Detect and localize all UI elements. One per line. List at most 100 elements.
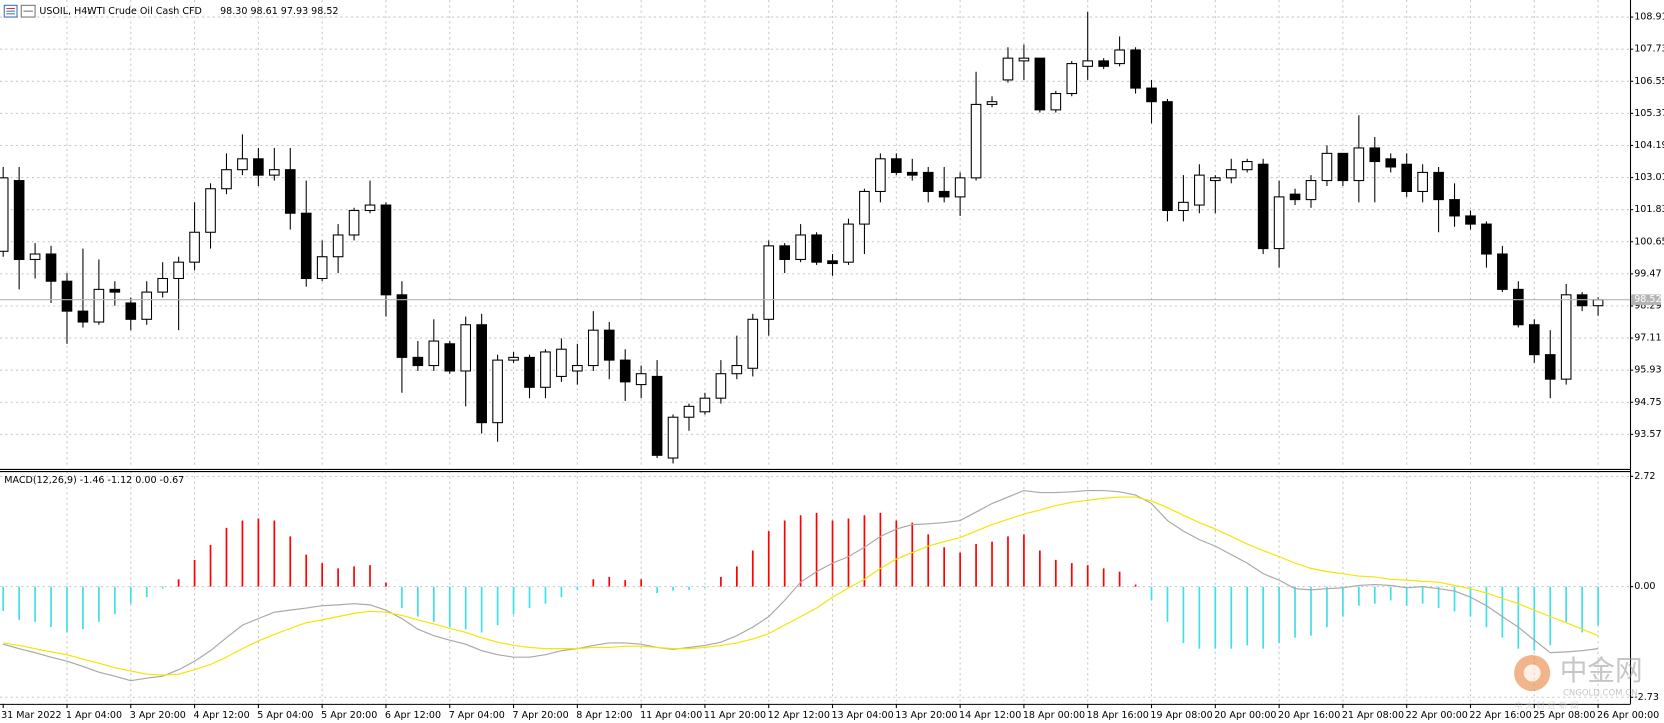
candle-body xyxy=(843,223,854,263)
candle-body xyxy=(1433,171,1444,201)
candle-body xyxy=(1385,158,1397,168)
candle-body xyxy=(348,209,360,236)
candle-body xyxy=(651,375,663,456)
y-tick-label: 103.01 xyxy=(1634,172,1664,183)
candle-body xyxy=(635,373,647,386)
candle-body xyxy=(715,373,727,399)
candle-body xyxy=(221,169,232,190)
candle-body xyxy=(0,177,9,252)
candle-body xyxy=(747,318,759,369)
candle-body xyxy=(1305,180,1317,201)
candle-body xyxy=(173,261,184,280)
x-tick-label: 3 Apr 20:00 xyxy=(130,710,186,721)
candle-body xyxy=(1369,147,1381,163)
x-tick-label: 7 Apr 20:00 xyxy=(512,710,568,721)
x-tick-label: 1 Apr 04:00 xyxy=(66,710,122,721)
indicator-line xyxy=(3,489,1599,682)
candle-body xyxy=(1225,169,1237,179)
candle-body xyxy=(540,351,551,388)
candle-body xyxy=(428,340,440,367)
candle-body xyxy=(93,288,105,323)
candle-body xyxy=(524,356,535,388)
candle-body xyxy=(970,103,982,179)
candle-body xyxy=(699,397,711,413)
y-tick-label: 101.83 xyxy=(1634,204,1664,215)
candle-body xyxy=(603,329,615,361)
candle-body xyxy=(1194,174,1205,206)
x-tick-label: 18 Apr 00:00 xyxy=(1023,710,1085,721)
watermark-sub: 中 大 财 经 新 闻 xyxy=(1514,700,1579,711)
x-tick-label: 19 Apr 08:00 xyxy=(1150,710,1212,721)
watermark-logo xyxy=(1523,664,1541,682)
candle-body xyxy=(1066,63,1078,95)
candle-body xyxy=(1592,299,1604,307)
candle-body xyxy=(763,245,775,320)
x-tick-label: 31 Mar 2022 xyxy=(1,710,62,721)
candle-body xyxy=(587,329,599,367)
candle-body xyxy=(1098,60,1109,67)
candle-body xyxy=(269,169,280,176)
candle-body xyxy=(157,277,168,293)
x-tick-label: 22 Apr 16:00 xyxy=(1469,710,1531,721)
candle-body xyxy=(29,253,41,260)
description: WTI Crude Oil Cash CFD xyxy=(87,6,202,17)
watermark-text: 中金网 xyxy=(1560,654,1643,687)
candle-body xyxy=(1146,87,1157,103)
candle-body xyxy=(460,324,472,372)
candle-body xyxy=(125,302,137,320)
candle-body xyxy=(1401,163,1413,192)
candle-body xyxy=(77,310,89,323)
candle-body xyxy=(954,177,966,198)
candle-body xyxy=(1465,215,1476,225)
candle-body xyxy=(827,260,838,265)
candle-body xyxy=(1417,171,1428,192)
ohlc: 98.30 98.61 97.93 98.52 xyxy=(220,6,338,17)
candle-body xyxy=(1544,354,1556,380)
indicator-label: MACD(12,26,9) -1.46 -1.12 0.00 -0.67 xyxy=(4,475,184,486)
candle-body xyxy=(300,212,312,280)
candle-body xyxy=(1114,49,1125,65)
x-tick-label: 26 Apr 00:00 xyxy=(1597,710,1659,721)
candle-body xyxy=(380,204,392,296)
candle-body xyxy=(1449,199,1460,217)
candle-body xyxy=(109,288,121,293)
y-tick-label: 99.47 xyxy=(1634,268,1661,279)
x-tick-label: 25 Apr 08:00 xyxy=(1533,710,1595,721)
candle-body xyxy=(1528,324,1540,356)
current-price-label: 98.52 xyxy=(1634,294,1661,305)
candle-body xyxy=(1513,288,1524,326)
x-tick-label: 13 Apr 04:00 xyxy=(831,710,893,721)
candle-body xyxy=(667,416,679,459)
candle-body xyxy=(906,171,918,176)
symbol-icon xyxy=(3,4,36,18)
candle-body xyxy=(572,365,583,372)
y-tick-label: 105.37 xyxy=(1634,108,1664,119)
y-tick-label: 106.55 xyxy=(1634,76,1664,87)
candle-body xyxy=(1241,160,1253,171)
x-tick-label: 14 Apr 12:00 xyxy=(959,710,1021,721)
x-tick-label: 4 Apr 12:00 xyxy=(194,710,250,721)
candle-body xyxy=(1257,163,1269,250)
candle-body xyxy=(396,294,408,358)
y-tick-label: 98.29 xyxy=(1634,300,1661,311)
candle-body xyxy=(795,234,806,260)
x-tick-label: 7 Apr 04:00 xyxy=(449,710,505,721)
x-tick-label: 20 Apr 16:00 xyxy=(1278,710,1340,721)
candle-body xyxy=(1034,57,1046,111)
candle-body xyxy=(891,158,902,173)
x-tick-label: 11 Apr 04:00 xyxy=(640,710,702,721)
candle-body xyxy=(237,158,248,171)
candle-body xyxy=(61,280,73,312)
candle-body xyxy=(1337,152,1349,182)
candle-body xyxy=(1560,294,1572,380)
candle-body xyxy=(683,405,695,418)
y-tick-label: 94.75 xyxy=(1634,397,1661,408)
candle-body xyxy=(1497,253,1508,290)
grid-layer xyxy=(0,0,1634,709)
watermark-logo xyxy=(1514,654,1551,692)
candle-body xyxy=(1481,223,1492,255)
candle-body xyxy=(1273,196,1285,250)
candle-body xyxy=(779,245,791,260)
watermark: 中金网 CNGOLD.COM.CN 中 大 财 经 新 闻 xyxy=(1514,654,1643,711)
